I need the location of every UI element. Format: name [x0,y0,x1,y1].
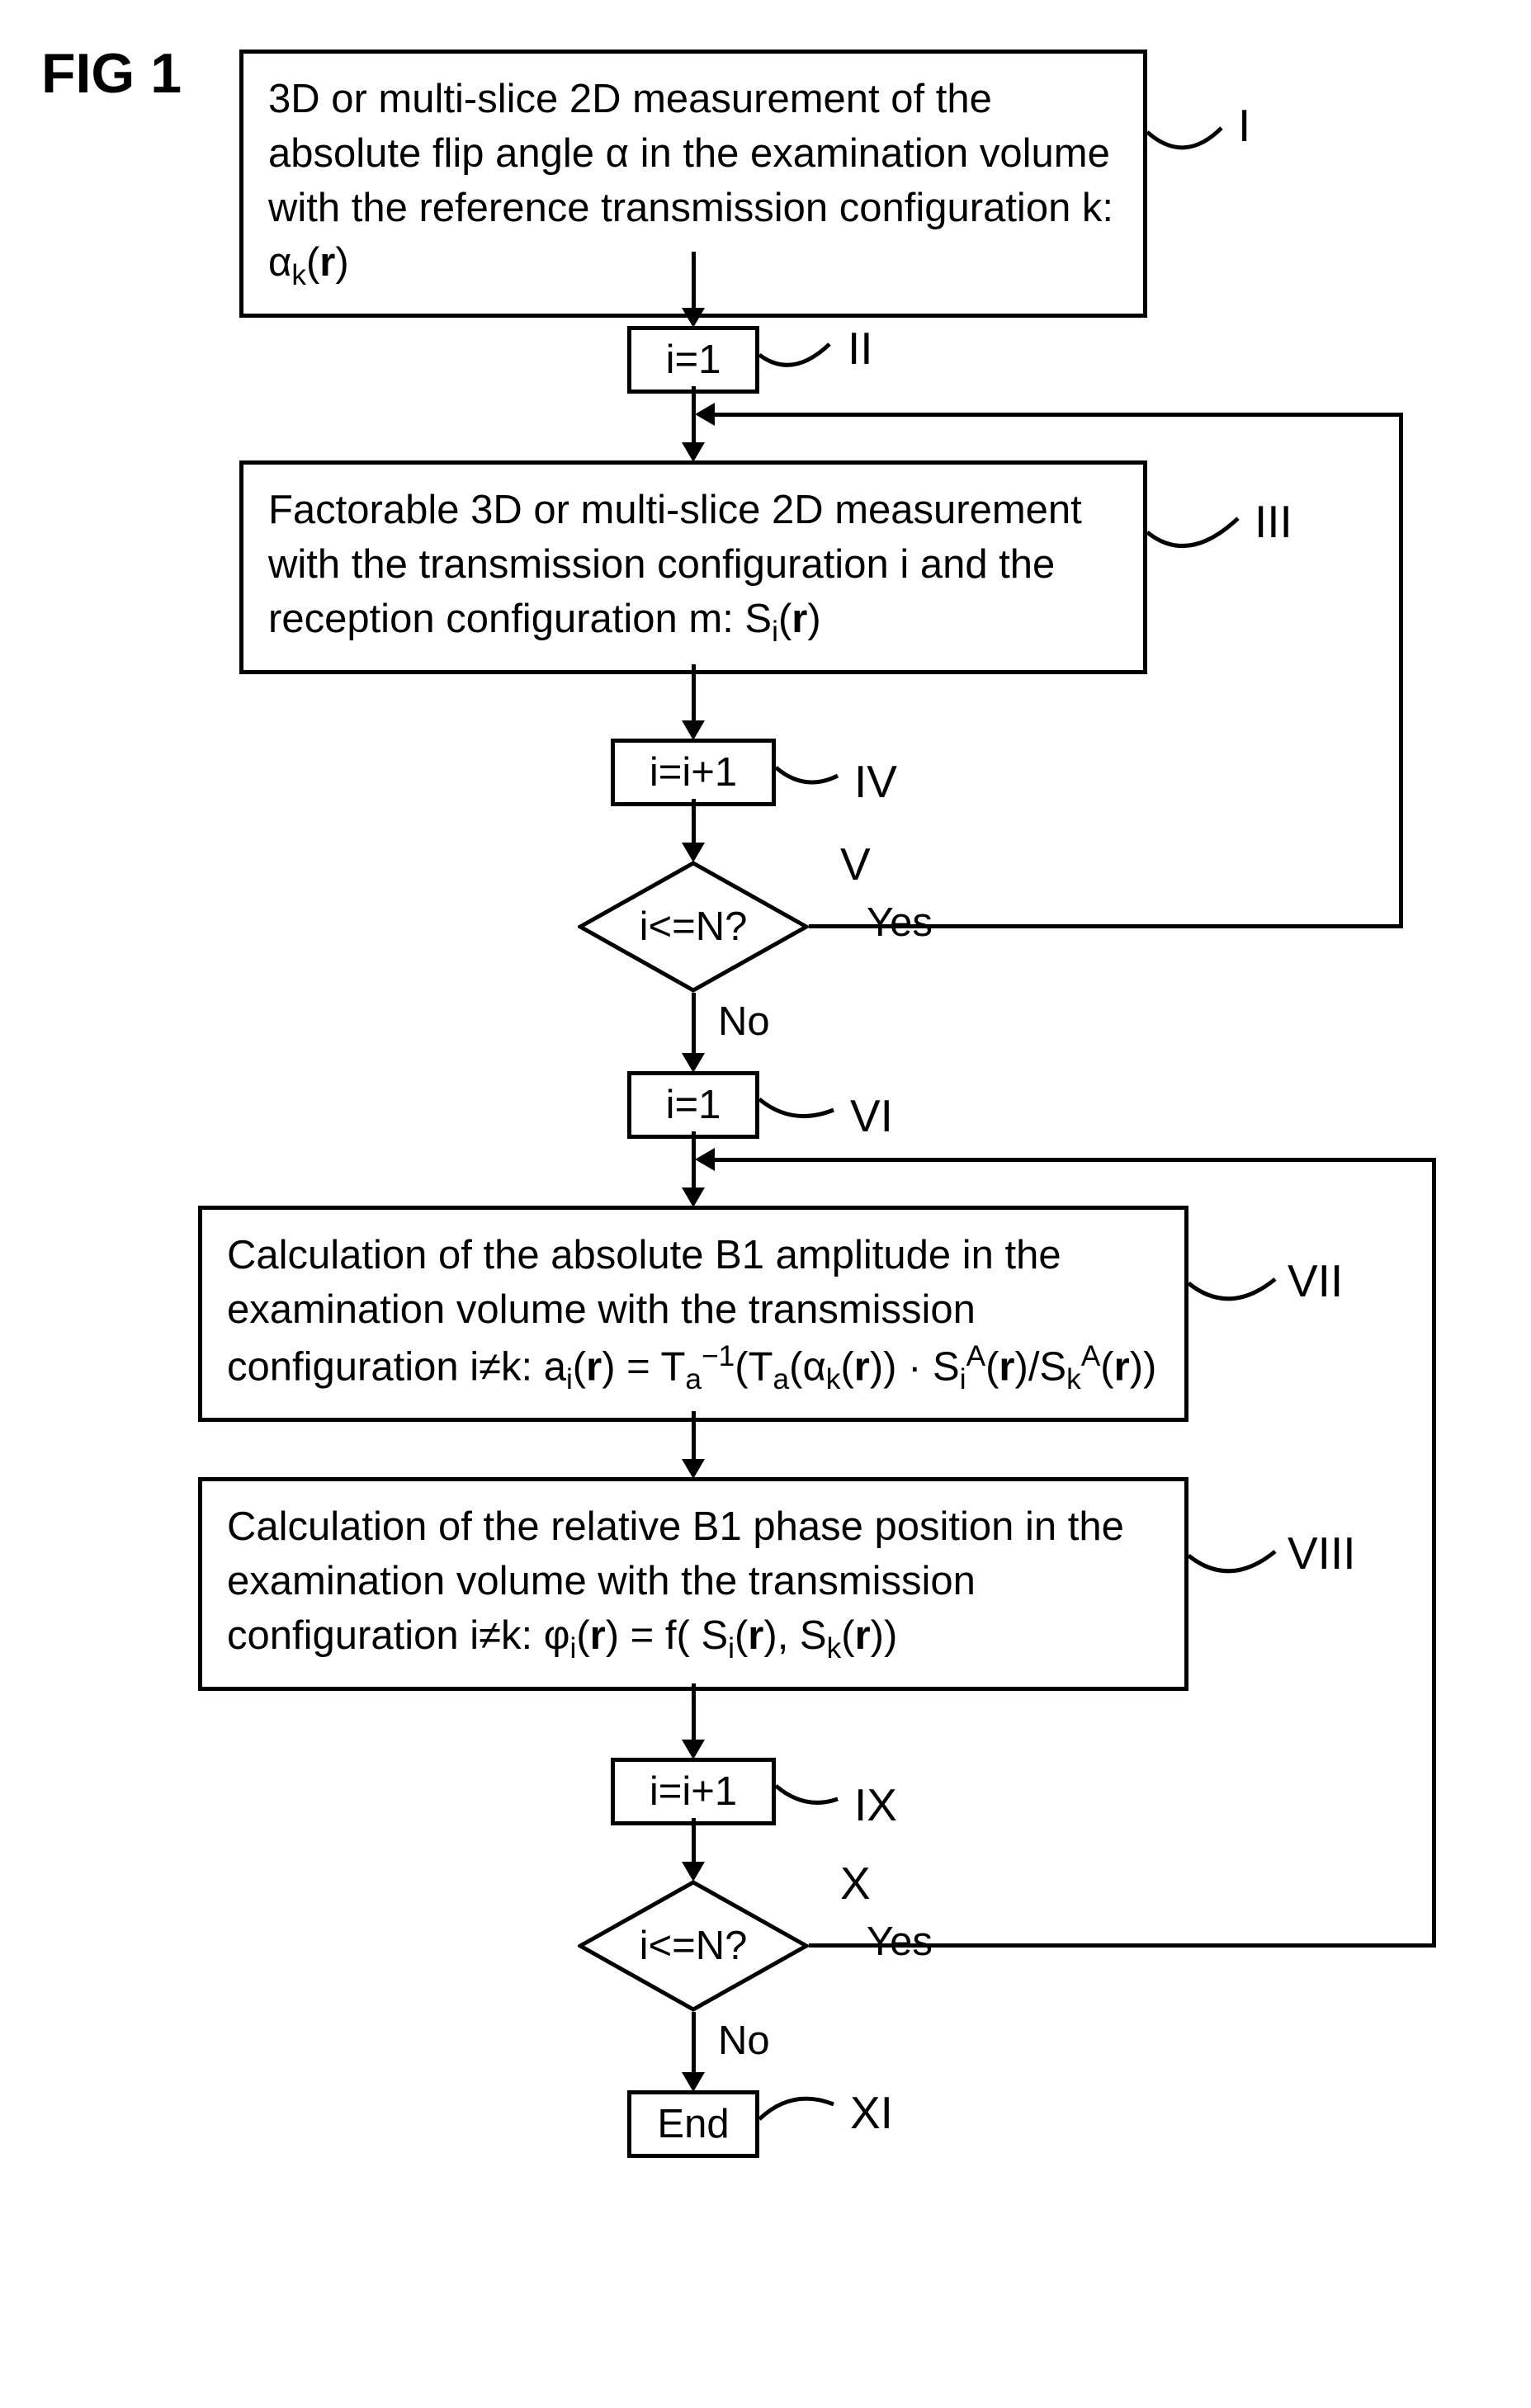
label-XI: XI [850,2086,893,2139]
edge-yes-1: Yes [867,899,933,946]
leader-VIII [1188,1527,1288,1593]
label-VII: VII [1288,1254,1343,1307]
leader-VII [1188,1254,1288,1320]
leader-XI [759,2094,850,2152]
label-I: I [1238,99,1250,152]
label-V: V [840,838,871,890]
leader-I [1147,107,1238,173]
decision-1: i<=N? [578,861,809,993]
leader-IV [776,747,858,805]
edge-yes-2: Yes [867,1919,933,1965]
decision-2-text: i<=N? [640,1923,748,1969]
leader-II [759,334,850,392]
box-increment-1: i=i+1 [611,739,776,806]
label-VI: VI [850,1089,893,1142]
box-end: End [627,2090,759,2158]
leader-VI [759,1081,850,1139]
edge-no-2: No [718,2018,770,2064]
leader-IX [776,1768,858,1825]
label-IV: IV [854,755,897,808]
box-init-i-1: i=1 [627,326,759,394]
decision-2: i<=N? [578,1880,809,2012]
leader-III [1147,503,1255,569]
box-calc-amplitude: Calculation of the absolute B1 amplitude… [198,1206,1188,1422]
label-VIII: VIII [1288,1527,1356,1579]
figure-label: FIG 1 [41,41,182,106]
label-II: II [848,322,873,375]
label-IX: IX [854,1778,897,1831]
box-factorable-measurement: Factorable 3D or multi-slice 2D measurem… [239,460,1147,674]
box-increment-2: i=i+1 [611,1758,776,1825]
box-reset-i-1: i=1 [627,1071,759,1139]
edge-no-1: No [718,999,770,1045]
label-III: III [1255,495,1292,548]
decision-1-text: i<=N? [640,904,748,950]
label-X: X [840,1857,871,1910]
box-calc-phase: Calculation of the relative B1 phase pos… [198,1477,1188,1691]
